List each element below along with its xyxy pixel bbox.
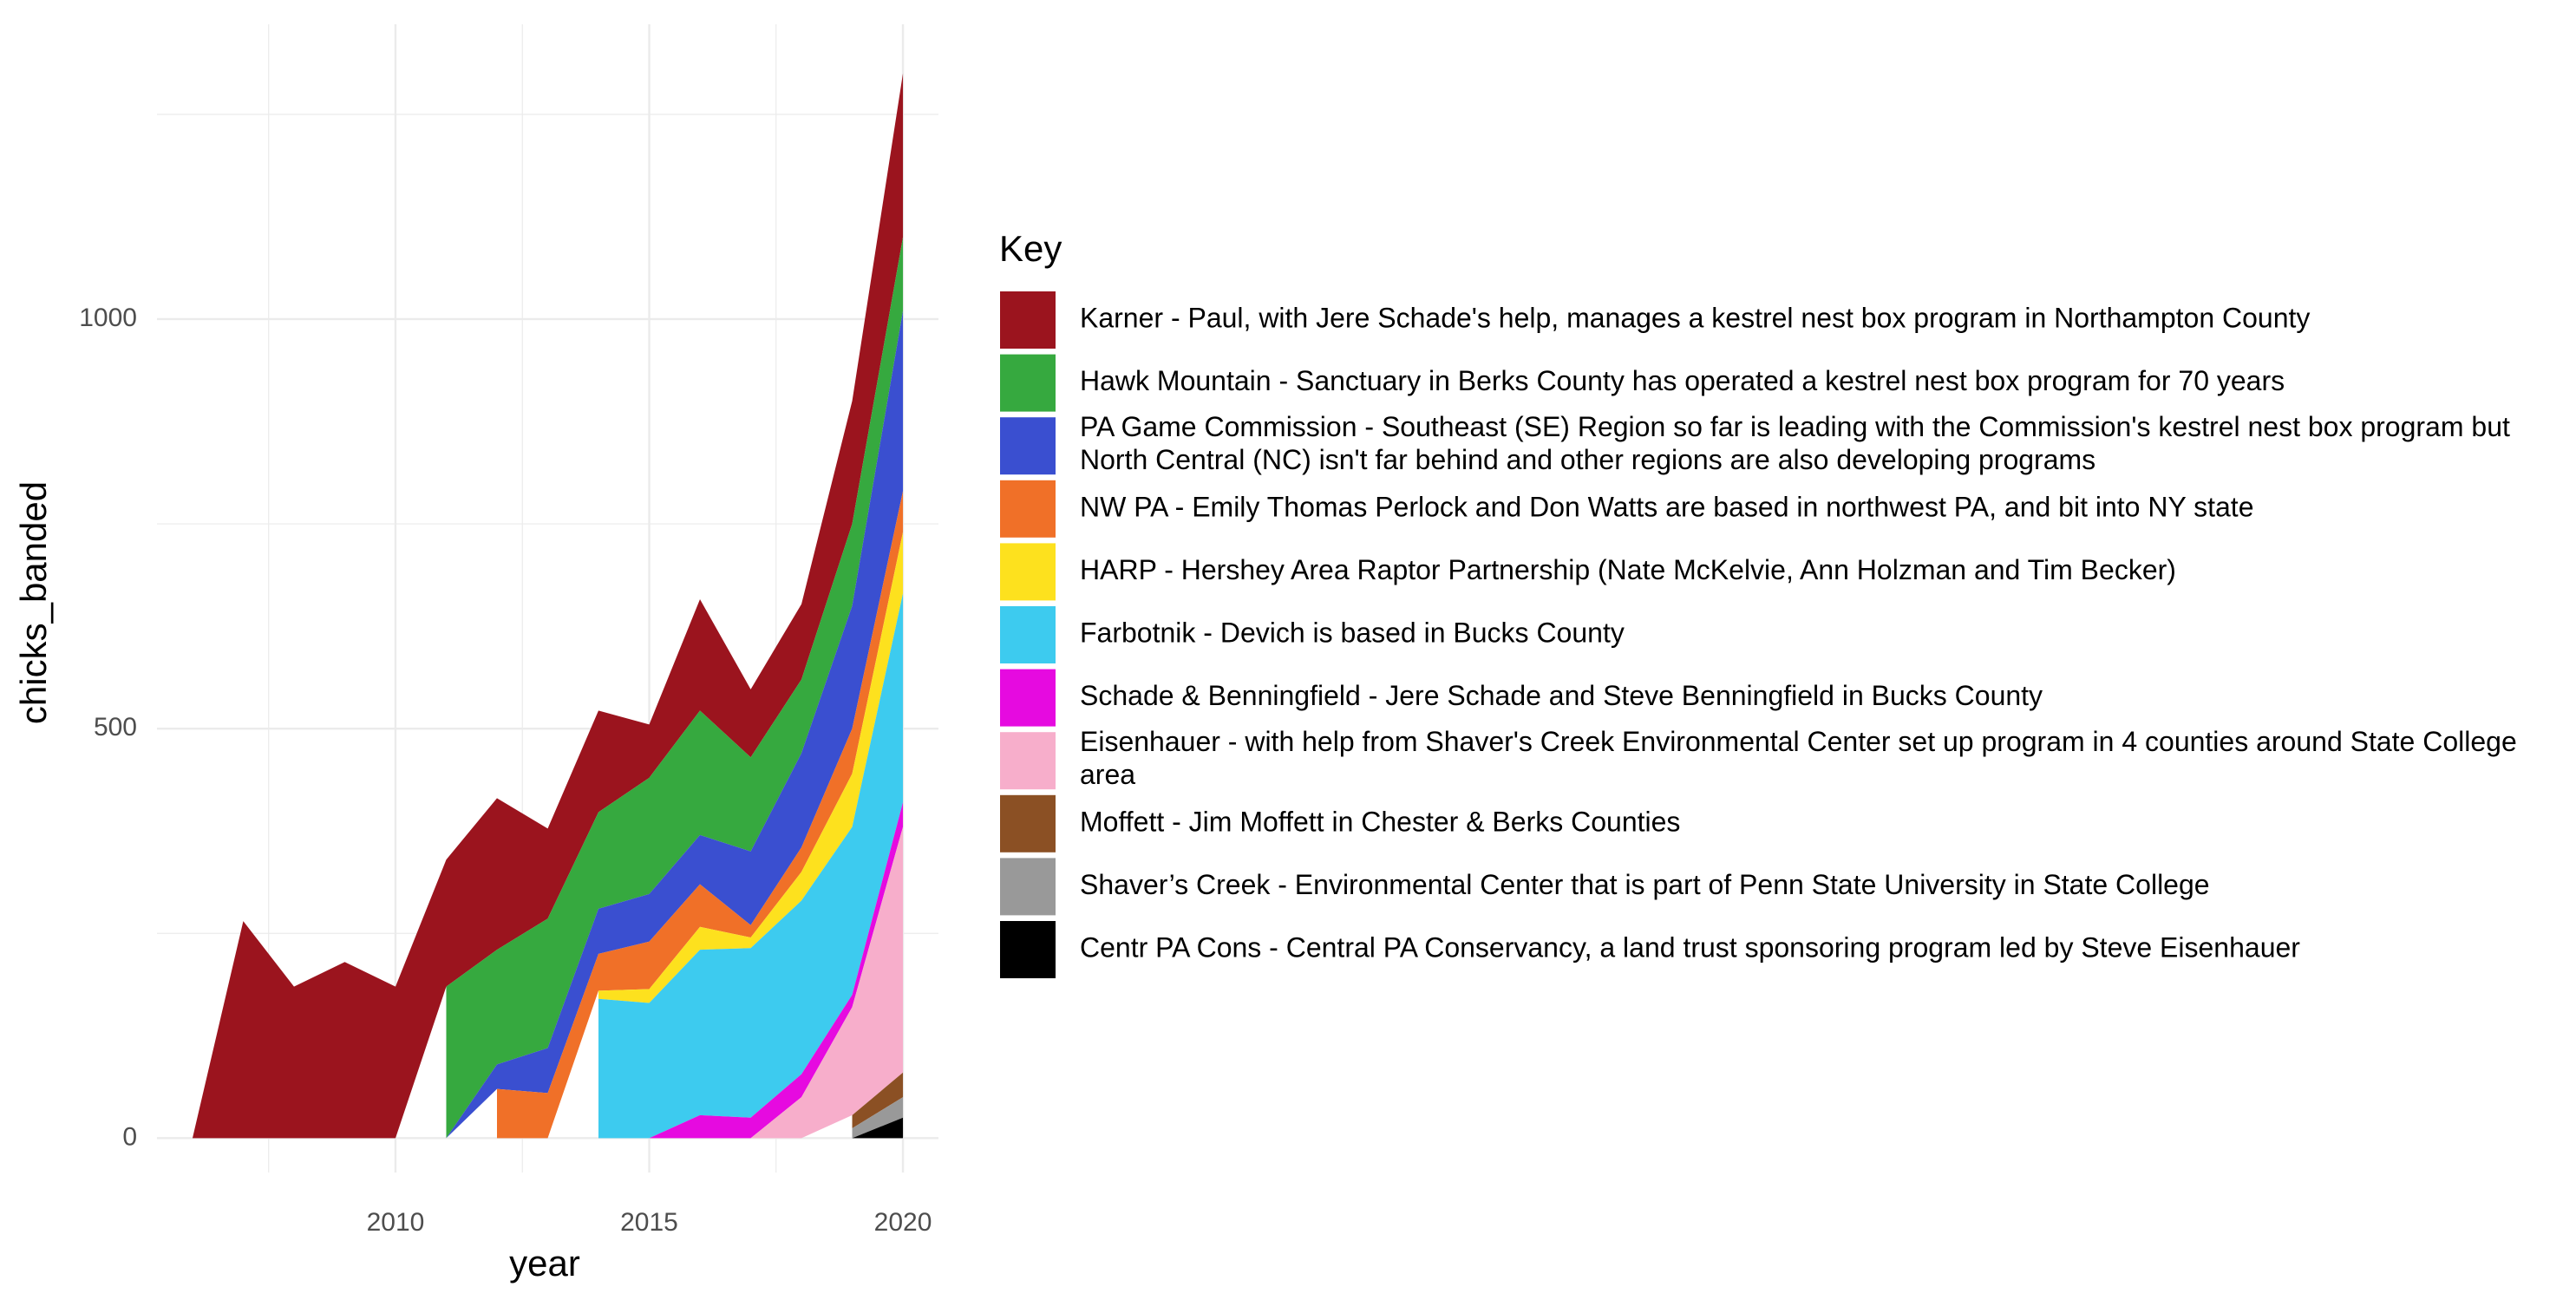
legend-label: Schade & Benningfield - Jere Schade and … xyxy=(1080,680,2043,711)
y-tick-label: 0 xyxy=(122,1122,137,1151)
legend-swatch xyxy=(998,352,1057,414)
legend-label: Moffett - Jim Moffett in Chester & Berks… xyxy=(1080,806,1680,837)
x-tick-label: 2010 xyxy=(367,1208,425,1237)
area-band xyxy=(496,491,904,1139)
area-band xyxy=(446,310,904,1139)
legend-swatch xyxy=(998,478,1057,539)
area-band xyxy=(598,593,904,1139)
legend-swatch xyxy=(998,290,1057,350)
legend-label: PA Game Commission - Southeast (SE) Regi… xyxy=(1080,412,2510,476)
legend-label: HARP - Hershey Area Raptor Partnership (… xyxy=(1080,554,2176,585)
area-band xyxy=(852,1097,904,1139)
y-tick-label: 1000 xyxy=(79,304,137,332)
legend-label: Farbotnik - Devich is based in Bucks Cou… xyxy=(1080,617,1625,648)
area-band xyxy=(852,1072,904,1129)
legend-swatch xyxy=(998,730,1057,792)
area-band xyxy=(852,1117,904,1139)
legend-swatch xyxy=(998,415,1057,477)
legend-label: Eisenhauer - with help from Shaver's Cre… xyxy=(1080,727,2517,791)
area-band xyxy=(446,237,904,1139)
legend-label: Centr PA Cons - Central PA Conservancy, … xyxy=(1080,931,2300,963)
legend-swatch xyxy=(998,856,1057,918)
legend-swatch xyxy=(998,667,1057,728)
legend-label: Shaver’s Creek - Environmental Center th… xyxy=(1080,869,2210,900)
legend-swatch xyxy=(998,604,1057,665)
area-band xyxy=(192,73,904,1139)
x-axis-title: year xyxy=(509,1243,580,1284)
legend-swatch xyxy=(998,793,1057,854)
legend-swatch xyxy=(998,919,1057,980)
legend-swatch xyxy=(998,541,1057,603)
area-band xyxy=(750,826,904,1139)
legend-label: NW PA - Emily Thomas Perlock and Don Wat… xyxy=(1080,491,2253,522)
legend-label: Karner - Paul, with Jere Schade's help, … xyxy=(1080,302,2310,333)
legend-title: Key xyxy=(999,228,1062,269)
y-axis-title: chicks_banded xyxy=(13,481,54,724)
legend-label: Hawk Mountain - Sanctuary in Berks Count… xyxy=(1080,365,2285,396)
y-tick-label: 500 xyxy=(94,713,137,741)
x-tick-label: 2015 xyxy=(620,1208,678,1237)
x-tick-label: 2020 xyxy=(874,1208,932,1237)
